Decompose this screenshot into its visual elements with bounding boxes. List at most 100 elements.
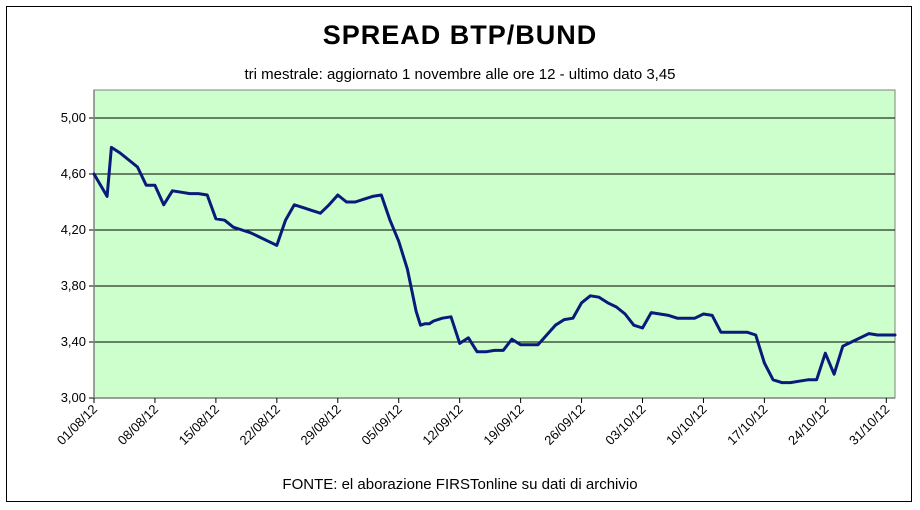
- y-tick-label: 3,40: [61, 334, 86, 349]
- data-point: [563, 318, 566, 321]
- data-point: [301, 206, 305, 209]
- y-tick-label: 4,60: [61, 166, 86, 181]
- x-tick-label: 19/09/12: [480, 402, 526, 448]
- data-point: [580, 301, 583, 304]
- x-tick-label: 12/09/12: [419, 402, 465, 448]
- data-point: [293, 203, 296, 206]
- data-point: [832, 373, 836, 376]
- data-point: [510, 338, 514, 341]
- data-point: [859, 336, 862, 339]
- data-point: [615, 305, 618, 309]
- data-point: [737, 331, 740, 334]
- data-point: [780, 381, 783, 384]
- data-point: [824, 352, 827, 355]
- data-point: [728, 331, 731, 334]
- data-point: [693, 317, 696, 320]
- data-point: [336, 193, 339, 197]
- data-point: [893, 333, 897, 337]
- data-point: [223, 219, 226, 222]
- data-point: [536, 343, 540, 346]
- x-tick-label: 01/08/12: [54, 402, 100, 448]
- data-point: [127, 158, 130, 162]
- data-point: [841, 345, 844, 348]
- data-point: [771, 378, 775, 381]
- data-point: [789, 381, 792, 384]
- data-point: [327, 203, 331, 206]
- data-point: [240, 228, 244, 232]
- x-tick-label: 31/10/12: [846, 402, 892, 448]
- data-point: [354, 200, 357, 204]
- data-point: [676, 317, 679, 320]
- data-point: [406, 268, 409, 271]
- x-tick-label: 24/10/12: [785, 402, 831, 448]
- data-point: [606, 301, 609, 304]
- data-point: [397, 240, 400, 243]
- data-point: [380, 193, 383, 197]
- data-point: [850, 340, 853, 344]
- data-point: [423, 322, 426, 325]
- data-point: [806, 378, 810, 381]
- data-point: [815, 378, 818, 381]
- data-point: [876, 333, 879, 337]
- data-point: [597, 296, 601, 299]
- data-point: [206, 193, 209, 197]
- data-point: [885, 333, 888, 337]
- data-point: [284, 219, 287, 222]
- plot-area: [93, 89, 896, 399]
- data-point: [667, 314, 670, 317]
- data-point: [528, 343, 531, 346]
- x-tick-label: 15/08/12: [176, 402, 222, 448]
- data-point: [711, 314, 714, 317]
- data-point: [754, 333, 757, 337]
- data-point: [145, 184, 148, 187]
- data-point: [179, 191, 183, 194]
- data-point: [867, 332, 871, 335]
- x-tick-label: 08/08/12: [115, 402, 161, 448]
- data-point: [249, 231, 252, 234]
- data-point: [702, 312, 705, 316]
- data-point: [345, 200, 348, 204]
- data-point: [197, 192, 200, 195]
- data-point: [388, 219, 392, 222]
- data-point: [745, 331, 749, 334]
- data-point: [719, 331, 723, 334]
- data-point: [432, 319, 435, 323]
- data-point: [428, 322, 431, 325]
- chart-subtitle: tri mestrale: aggiornato 1 novembre alle…: [244, 66, 676, 83]
- x-tick-label: 03/10/12: [602, 402, 648, 448]
- data-point: [632, 324, 635, 327]
- data-point: [545, 333, 548, 337]
- data-point: [118, 151, 122, 155]
- series-group: [92, 145, 897, 385]
- data-point: [110, 146, 113, 149]
- y-tick-label: 5,00: [61, 110, 86, 125]
- data-point: [266, 240, 270, 243]
- data-point: [232, 226, 235, 229]
- data-point: [641, 326, 644, 330]
- data-point: [658, 312, 662, 316]
- data-point: [258, 235, 261, 239]
- data-point: [362, 198, 366, 201]
- x-tick-label: 29/08/12: [298, 402, 344, 448]
- data-point: [162, 203, 165, 206]
- data-point: [684, 317, 688, 320]
- data-point: [310, 209, 313, 212]
- data-point: [502, 349, 505, 352]
- data-point: [275, 244, 278, 247]
- chart-title: SPREAD BTP/BUND: [322, 20, 598, 50]
- y-tick-label: 3,00: [61, 390, 86, 405]
- data-point: [188, 192, 191, 195]
- data-point: [475, 350, 479, 353]
- data-point: [458, 342, 461, 345]
- data-point: [519, 343, 522, 346]
- y-tick-label: 3,80: [61, 278, 86, 293]
- data-point: [441, 317, 444, 320]
- data-point: [484, 350, 487, 353]
- data-point: [319, 212, 322, 215]
- data-point: [571, 317, 575, 320]
- data-point: [449, 315, 453, 318]
- grid-lines: [94, 117, 895, 343]
- data-point: [92, 172, 96, 176]
- x-tick-label: 26/09/12: [541, 402, 587, 448]
